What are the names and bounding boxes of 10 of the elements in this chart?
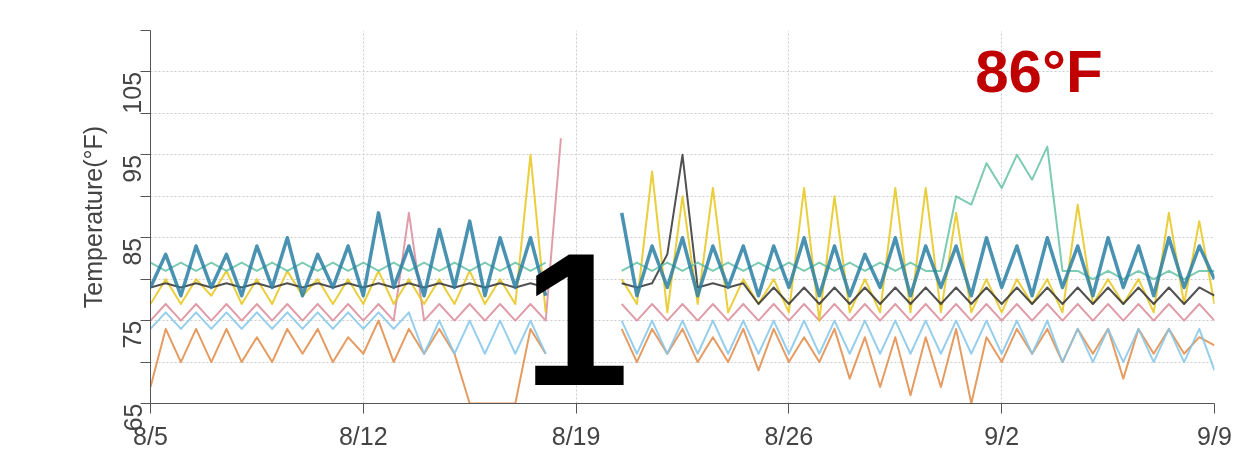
x-tick-label: 8/26	[764, 421, 814, 450]
y-tick-label: 85	[118, 237, 147, 266]
x-tick-label: 8/12	[338, 421, 388, 450]
y-tick-label: 75	[118, 320, 147, 349]
y-tick-label: 95	[118, 154, 147, 183]
y-tick-label: 105	[118, 71, 147, 114]
annotation: 86°F	[975, 38, 1103, 106]
x-tick-label: 9/2	[984, 421, 1020, 450]
y-axis-title: Temperature(°F)	[78, 125, 107, 309]
x-tick-label: 9/9	[1197, 421, 1232, 450]
